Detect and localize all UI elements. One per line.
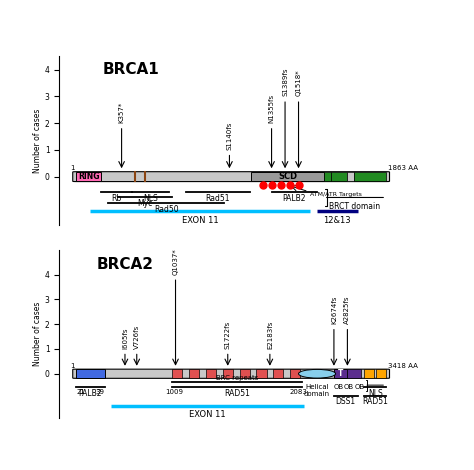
Bar <box>239 369 250 378</box>
Text: S1389fs: S1389fs <box>282 68 288 96</box>
Text: V726fs: V726fs <box>134 325 140 349</box>
Text: OB: OB <box>355 384 365 390</box>
Text: PALB2: PALB2 <box>283 194 306 203</box>
Text: BRCA1: BRCA1 <box>103 62 160 77</box>
Text: OB: OB <box>333 384 343 390</box>
Text: 1009: 1009 <box>165 389 183 395</box>
Text: RAD51: RAD51 <box>362 397 388 406</box>
Text: DSS1: DSS1 <box>336 397 356 406</box>
Text: N1355fs: N1355fs <box>269 94 274 123</box>
Text: Q1037*: Q1037* <box>173 248 179 275</box>
Text: E2183fs: E2183fs <box>267 321 273 349</box>
Text: Rad50: Rad50 <box>154 205 179 214</box>
Bar <box>290 369 300 378</box>
Bar <box>76 369 105 378</box>
Text: 1: 1 <box>70 363 74 369</box>
Bar <box>256 369 266 378</box>
Text: A2825fs: A2825fs <box>345 296 350 324</box>
Y-axis label: Number of cases: Number of cases <box>33 302 42 366</box>
Text: BRCT domain: BRCT domain <box>329 202 381 212</box>
Bar <box>334 369 347 378</box>
Text: I605fs: I605fs <box>122 328 128 349</box>
Text: K357*: K357* <box>118 102 125 123</box>
Text: K2674fs: K2674fs <box>331 296 337 324</box>
Text: PALB2: PALB2 <box>79 389 102 398</box>
Bar <box>324 172 330 181</box>
Text: SCD: SCD <box>278 172 297 181</box>
Text: S1140fs: S1140fs <box>227 122 232 150</box>
Bar <box>76 172 101 181</box>
Text: 12&13: 12&13 <box>323 216 351 225</box>
Text: 21: 21 <box>77 389 86 395</box>
Text: BRC repeats: BRC repeats <box>216 375 258 381</box>
Bar <box>364 369 374 378</box>
Text: ATM/ATR Targets: ATM/ATR Targets <box>310 192 362 197</box>
Bar <box>347 172 354 181</box>
Bar <box>223 369 233 378</box>
Text: BRCA2: BRCA2 <box>96 258 153 273</box>
Bar <box>354 172 386 181</box>
Bar <box>376 369 386 378</box>
Text: 1863 AA: 1863 AA <box>388 165 418 172</box>
Text: Q1518*: Q1518* <box>295 70 301 96</box>
Text: 3418 AA: 3418 AA <box>388 363 418 369</box>
Ellipse shape <box>299 369 336 378</box>
Text: EXON 11: EXON 11 <box>182 216 218 225</box>
Text: S1722fs: S1722fs <box>225 321 231 349</box>
Bar <box>273 369 283 378</box>
Bar <box>206 369 216 378</box>
Text: NLS: NLS <box>368 389 383 398</box>
FancyBboxPatch shape <box>73 172 390 181</box>
Text: 2083: 2083 <box>290 389 308 395</box>
FancyBboxPatch shape <box>73 369 390 378</box>
Text: RAD51: RAD51 <box>224 389 250 398</box>
Text: OB: OB <box>344 384 354 390</box>
Text: Myc: Myc <box>137 199 153 208</box>
Text: T: T <box>338 369 343 378</box>
Text: 39: 39 <box>95 389 104 395</box>
Bar <box>172 369 182 378</box>
Text: Rad51: Rad51 <box>205 194 230 203</box>
Bar <box>251 172 324 181</box>
Y-axis label: Number of cases: Number of cases <box>33 109 42 173</box>
Text: RING: RING <box>78 172 100 181</box>
Bar <box>189 369 199 378</box>
Text: Rb: Rb <box>111 194 122 203</box>
Bar <box>347 369 361 378</box>
Bar <box>330 172 347 181</box>
Text: EXON 11: EXON 11 <box>189 410 226 419</box>
Text: NLS: NLS <box>143 194 158 203</box>
Text: 1: 1 <box>70 165 74 172</box>
Text: Helical
domain: Helical domain <box>304 384 330 397</box>
